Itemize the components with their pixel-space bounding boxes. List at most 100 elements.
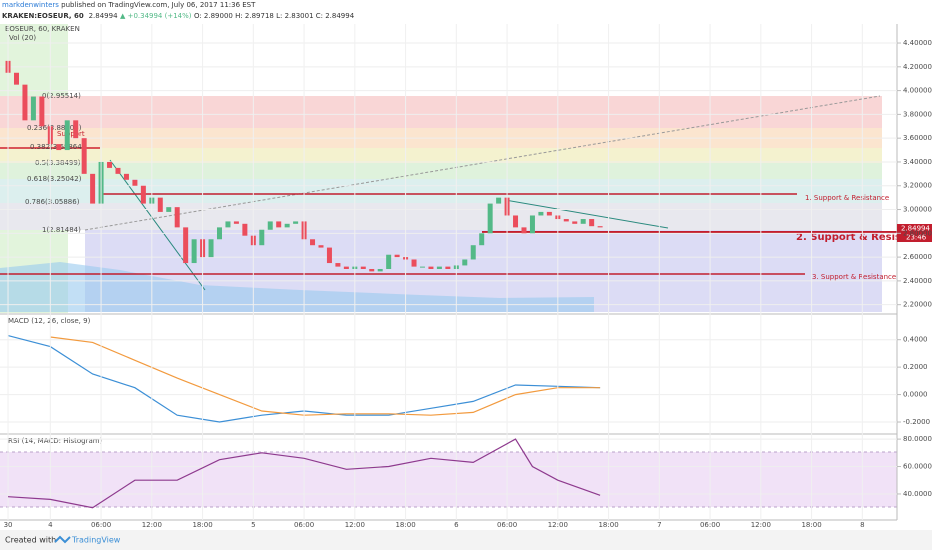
candle (343, 266, 349, 269)
candle (597, 226, 603, 228)
pane-title: EOSEUR, 60, KRAKEN (5, 25, 80, 33)
candle (276, 221, 282, 228)
x-tick-label: 12:00 (751, 521, 771, 529)
candle (563, 219, 569, 222)
y-tick-label: 3.00000 (903, 206, 932, 214)
annotation: 2. Support & Resistance (796, 232, 932, 243)
y-tick-label: 2.40000 (903, 277, 932, 285)
y-tick-label: 2.80000 (903, 229, 932, 237)
candle (589, 219, 595, 227)
candle (572, 221, 578, 224)
candle (90, 173, 96, 204)
fib-band (85, 230, 882, 312)
price-pane (0, 24, 897, 313)
candle (555, 215, 561, 220)
candle (107, 161, 113, 168)
annotation: 1. Support & Resistance (805, 194, 889, 202)
fib-label: 0.5(3.38499) (35, 159, 81, 167)
trend-line (84, 95, 881, 231)
candle (157, 197, 163, 212)
y-tick-label: 4.20000 (903, 63, 932, 71)
time-tag (897, 233, 932, 242)
candle (369, 268, 375, 272)
fib-band (0, 179, 882, 203)
candle (377, 268, 383, 272)
candle (419, 266, 425, 268)
fib-band (0, 203, 882, 230)
x-tick-label: 12:00 (345, 521, 365, 529)
candle (326, 247, 332, 264)
footer-brand[interactable]: TradingView (71, 536, 121, 545)
logo (54, 535, 71, 544)
candle (166, 207, 172, 212)
annotation: 3. Support & Resistance (812, 273, 896, 281)
x-tick-label: 6 (454, 521, 459, 529)
fib-label: 1(2.81484) (42, 226, 81, 234)
y-tick-label: -0.2000 (903, 418, 930, 426)
symbol-line: KRAKEN:EOSEUR, 60 2.84994 ▲ +0.34994 (+1… (2, 12, 354, 20)
y-tick-label: 0.2000 (903, 363, 928, 371)
candle (310, 239, 316, 246)
candle (250, 235, 256, 246)
candle (183, 227, 189, 264)
candle (115, 167, 121, 174)
candle (64, 120, 70, 151)
trend-line (109, 159, 206, 291)
candle (546, 211, 552, 216)
x-tick-label: 30 (4, 521, 13, 529)
candle (132, 179, 138, 186)
x-tick-label: 18:00 (598, 521, 618, 529)
candle (22, 84, 28, 121)
fib-label: 0.786(3.05886) (25, 198, 80, 206)
candle (233, 221, 239, 224)
rsi-band (0, 452, 897, 507)
candle (293, 221, 299, 224)
candle (39, 96, 45, 127)
candle (174, 207, 180, 228)
candle (98, 161, 104, 204)
candle (335, 263, 341, 267)
x-tick-label: 06:00 (700, 521, 720, 529)
candle (428, 266, 434, 269)
x-tick-label: 18:00 (395, 521, 415, 529)
fib-band (0, 96, 882, 128)
candle (216, 227, 222, 240)
candle (30, 96, 36, 121)
candle (149, 197, 155, 204)
pane-title: RSI (14, MACD: Histogram) (8, 437, 103, 445)
y-tick-label: 40.0000 (903, 490, 932, 498)
candle (445, 266, 451, 269)
candle (436, 266, 442, 269)
y-tick-label: 80.0000 (903, 435, 932, 443)
x-tick-label: 06:00 (497, 521, 517, 529)
header-line: markdenwinters published on TradingView.… (2, 1, 255, 9)
published: published on TradingView.com, July 06, 2… (61, 1, 256, 9)
y-tick-label: 3.80000 (903, 110, 932, 118)
candle (200, 239, 206, 258)
candle (47, 126, 53, 145)
volume-area (0, 262, 594, 312)
x-tick-label: 7 (657, 521, 661, 529)
pane-title: MACD (12, 26, close, 9) (8, 317, 91, 325)
series-line (7, 438, 601, 509)
candle (496, 197, 502, 204)
candle (580, 219, 586, 224)
symbol: KRAKEN:EOSEUR, 60 (2, 12, 84, 20)
candle (140, 185, 146, 204)
fib-label: 0.236(3.88603) (27, 124, 82, 132)
series-line (7, 335, 601, 423)
candle (13, 72, 19, 85)
separator (0, 433, 897, 435)
trend-line (504, 199, 669, 229)
author: markdenwinters (2, 1, 59, 9)
separator (0, 313, 897, 315)
candle (462, 259, 468, 266)
y-tick-label: 60.0000 (903, 463, 932, 471)
fib-label: 0.382(3.68864) (30, 143, 85, 151)
y-tick-label: 0.4000 (903, 336, 928, 344)
annotation: Support (57, 130, 85, 138)
pane-label: Vol (20) (9, 34, 36, 42)
fib-band (0, 163, 882, 179)
x-tick-label: 12:00 (548, 521, 568, 529)
